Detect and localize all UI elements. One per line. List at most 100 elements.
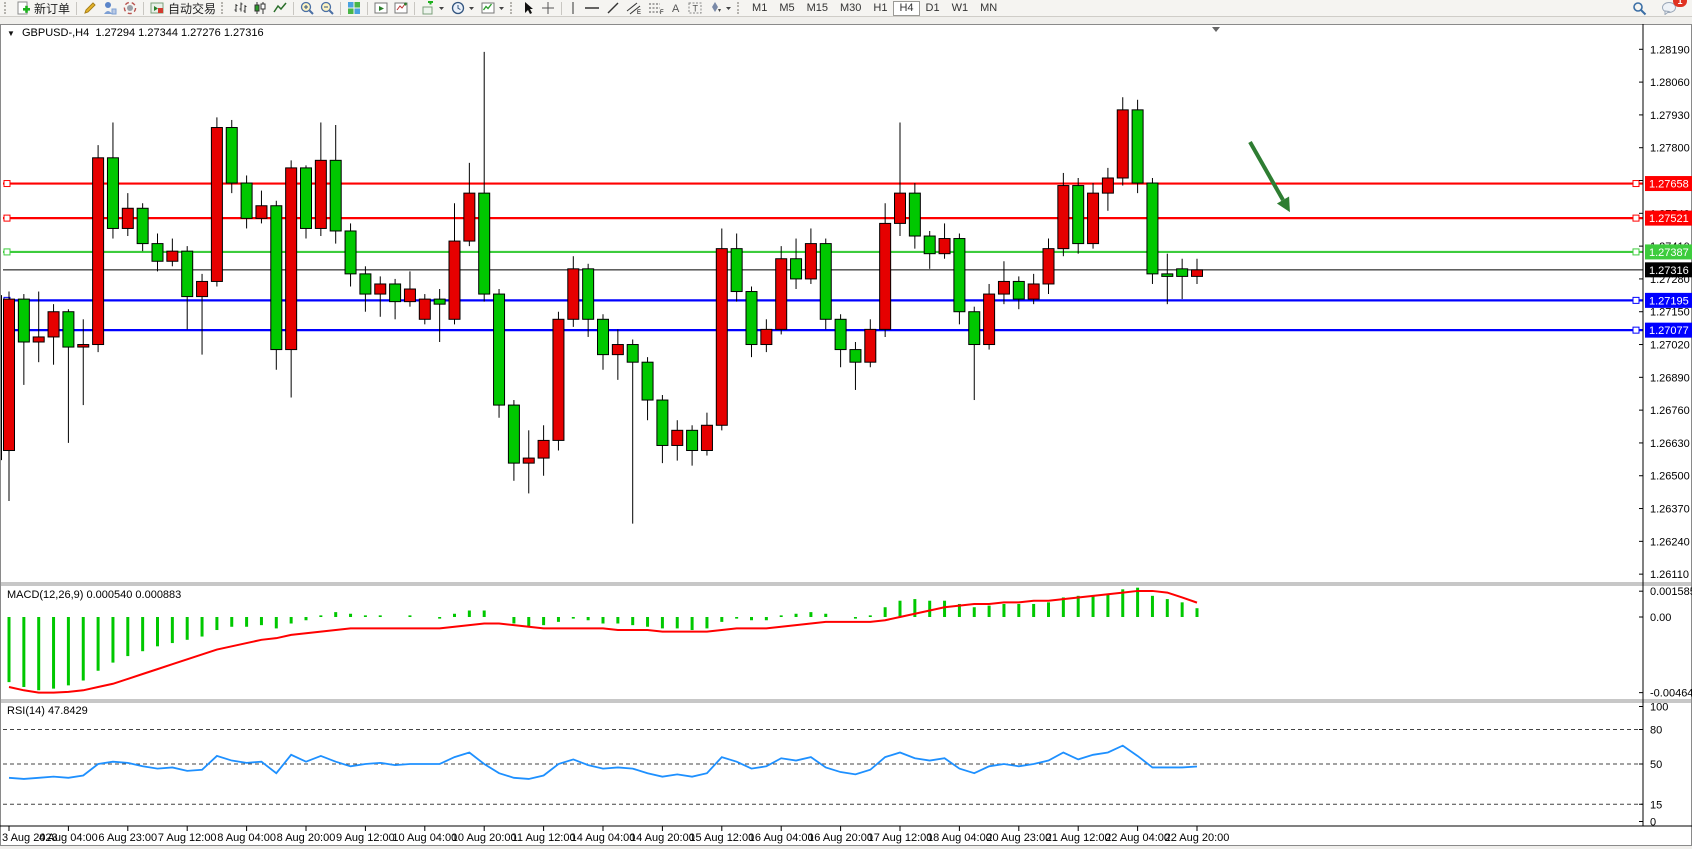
candle[interactable] <box>611 344 624 356</box>
candle[interactable] <box>953 238 966 313</box>
period-dropdown[interactable] <box>448 0 478 16</box>
timeframe-h1-button[interactable]: H1 <box>867 1 893 16</box>
candle[interactable] <box>552 318 565 441</box>
candle[interactable] <box>166 250 179 262</box>
candle[interactable] <box>671 429 684 446</box>
candle[interactable] <box>210 127 223 282</box>
candle[interactable] <box>656 399 669 446</box>
chart-collapse-icon[interactable]: ▼ <box>7 29 15 38</box>
candle[interactable] <box>1161 273 1174 277</box>
candle[interactable] <box>908 192 921 237</box>
panel-separator-macd[interactable] <box>0 581 1692 587</box>
timeframe-m5-button[interactable]: M5 <box>773 1 800 16</box>
sounds-button[interactable] <box>120 0 140 16</box>
notifications-button[interactable]: 1 <box>1658 0 1687 16</box>
candle[interactable] <box>1012 280 1025 300</box>
candle[interactable] <box>775 258 788 330</box>
candle[interactable] <box>314 159 327 229</box>
candle[interactable] <box>597 318 609 356</box>
candle[interactable] <box>1027 283 1040 300</box>
candle[interactable] <box>359 273 372 295</box>
candle[interactable] <box>285 167 298 351</box>
search-button[interactable] <box>1629 0 1650 16</box>
candle[interactable] <box>522 457 535 464</box>
candle[interactable] <box>62 311 75 348</box>
trendline-tool-button[interactable] <box>603 0 623 16</box>
timeframe-h4-button[interactable]: H4 <box>893 0 920 16</box>
candle[interactable] <box>151 243 164 262</box>
vertical-line-tool-button[interactable] <box>565 0 581 16</box>
toolbar-grip[interactable] <box>4 2 11 14</box>
styler-button[interactable] <box>80 0 100 16</box>
shapes-dropdown[interactable] <box>705 0 735 16</box>
macd-panel[interactable] <box>7 587 1199 694</box>
bar-chart-mode-button[interactable] <box>230 0 250 16</box>
price-axis[interactable]: 1.281901.280601.279301.278001.276701.275… <box>0 24 1692 829</box>
candle[interactable] <box>804 243 817 280</box>
zoom-in-button[interactable] <box>297 0 317 16</box>
candlesticks-layer[interactable] <box>1 51 1203 524</box>
cursor-tool-button[interactable] <box>519 0 538 16</box>
candle[interactable] <box>1146 182 1159 275</box>
candle[interactable] <box>849 349 862 363</box>
line-handle[interactable] <box>1632 326 1640 334</box>
candle[interactable] <box>834 318 847 351</box>
candle[interactable] <box>1101 177 1114 194</box>
line-handle[interactable] <box>3 248 11 256</box>
crosshair-tool-button[interactable] <box>538 0 558 16</box>
toolbar-grip[interactable] <box>510 2 517 14</box>
line-handle[interactable] <box>1632 296 1640 304</box>
candlestick-mode-button[interactable] <box>250 0 270 16</box>
candle[interactable] <box>997 280 1010 295</box>
candle[interactable] <box>17 298 30 343</box>
candle[interactable] <box>864 328 877 363</box>
candle[interactable] <box>136 207 149 245</box>
candle[interactable] <box>700 424 713 452</box>
timeframe-w1-button[interactable]: W1 <box>946 1 975 16</box>
candle[interactable] <box>240 182 253 219</box>
timeframe-m1-button[interactable]: M1 <box>746 1 773 16</box>
line-handle[interactable] <box>1632 180 1640 188</box>
template-dropdown[interactable] <box>478 0 508 16</box>
candle[interactable] <box>1131 109 1144 184</box>
candle[interactable] <box>448 240 461 320</box>
candle[interactable] <box>1176 268 1189 277</box>
candle[interactable] <box>47 311 60 338</box>
zoom-out-button[interactable] <box>317 0 337 16</box>
main-price-panel[interactable] <box>1 27 1644 524</box>
candle[interactable] <box>1042 248 1055 285</box>
candle[interactable] <box>329 159 342 232</box>
candle[interactable] <box>3 298 15 452</box>
panel-separator-rsi[interactable] <box>0 698 1692 704</box>
candle[interactable] <box>418 298 431 320</box>
candle[interactable] <box>894 192 906 224</box>
candle[interactable] <box>270 205 283 351</box>
channel-tool-button[interactable]: E <box>623 0 645 16</box>
candle[interactable] <box>1116 109 1129 179</box>
candle[interactable] <box>1191 269 1203 277</box>
line-chart-mode-button[interactable] <box>270 0 290 16</box>
line-handle[interactable] <box>3 180 11 188</box>
candle[interactable] <box>745 291 758 346</box>
timeframe-m15-button[interactable]: M15 <box>801 1 834 16</box>
candle[interactable] <box>819 243 832 320</box>
add-indicator-dropdown[interactable] <box>418 0 448 16</box>
candle[interactable] <box>196 280 209 298</box>
timeframe-mn-button[interactable]: MN <box>974 1 1003 16</box>
text-label-tool-button[interactable]: T <box>685 0 705 16</box>
auto-trading-button[interactable]: 自动交易 <box>147 0 219 16</box>
candle[interactable] <box>463 192 476 242</box>
line-handle[interactable] <box>1632 214 1640 222</box>
rsi-panel[interactable] <box>3 729 1643 805</box>
new-order-button[interactable]: 新订单 <box>13 0 73 16</box>
candle[interactable] <box>389 283 402 303</box>
candle[interactable] <box>626 344 639 363</box>
chart-shift-marker[interactable] <box>1212 27 1220 32</box>
candle[interactable] <box>433 298 446 305</box>
candle[interactable] <box>300 167 312 229</box>
candle[interactable] <box>181 250 194 298</box>
horizontal-line-tool-button[interactable] <box>581 0 603 16</box>
new-chart-window-button[interactable] <box>371 0 391 16</box>
